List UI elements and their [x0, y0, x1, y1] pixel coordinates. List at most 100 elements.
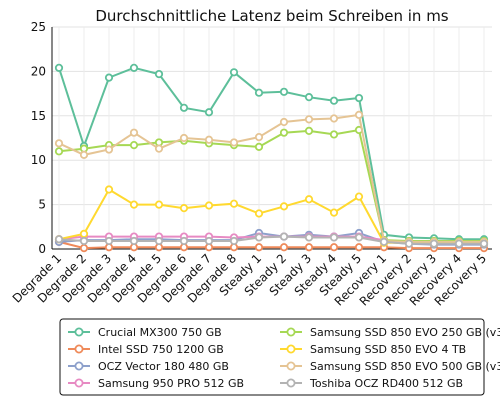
- series-line: [58, 113, 484, 243]
- data-point: [329, 243, 339, 252]
- legend-swatch-marker: [286, 327, 296, 337]
- y-tick-label: 20: [31, 64, 46, 78]
- data-point: [354, 243, 364, 252]
- legend-swatch-marker: [74, 344, 84, 354]
- legend: Crucial MX300 750 GB Intel SSD 750 1200 G…: [59, 318, 500, 396]
- data-point: [304, 243, 314, 252]
- data-point: [279, 243, 289, 252]
- data-point: [129, 128, 139, 137]
- series-line: [58, 66, 484, 241]
- data-point: [229, 138, 239, 147]
- data-point: [279, 87, 289, 96]
- data-point: [254, 133, 264, 142]
- data-point: [54, 139, 64, 148]
- data-point: [454, 239, 464, 248]
- data-point: [479, 239, 489, 248]
- y-tick-label: 10: [31, 153, 46, 167]
- data-point: [79, 150, 89, 159]
- legend-label: Samsung 950 PRO 512 GB: [98, 377, 244, 390]
- data-point: [329, 114, 339, 123]
- legend-box: [59, 318, 485, 396]
- legend-item: Samsung SSD 850 EVO 4 TB: [280, 343, 466, 356]
- data-point: [354, 93, 364, 103]
- data-point: [79, 244, 89, 253]
- legend-label: Intel SSD 750 1200 GB: [98, 343, 224, 356]
- y-tick-label: 5: [38, 198, 46, 212]
- data-point: [179, 204, 189, 213]
- data-point: [304, 115, 314, 124]
- legend-swatch-marker: [74, 361, 84, 371]
- data-point: [204, 236, 214, 246]
- y-tick-label: 0: [38, 242, 46, 256]
- chart-title: Durchschnittliche Latenz beim Schreiben …: [95, 7, 448, 25]
- data-point: [54, 63, 64, 72]
- data-point: [104, 185, 114, 194]
- legend-label: OCZ Vector 180 480 GB: [98, 360, 229, 373]
- data-point: [229, 199, 239, 208]
- series-lines: [54, 63, 489, 253]
- legend-item: Intel SSD 750 1200 GB: [68, 343, 224, 356]
- series-1: [54, 63, 489, 244]
- grid: [52, 26, 492, 250]
- legend-label: Toshiba OCZ RD400 512 GB: [309, 377, 463, 390]
- series-line: [58, 235, 484, 245]
- data-point: [129, 200, 139, 209]
- legend-swatch-marker: [286, 361, 296, 371]
- data-point: [304, 195, 314, 204]
- data-point: [329, 96, 339, 105]
- data-point: [204, 135, 214, 144]
- data-point: [54, 147, 64, 156]
- legend-label: Samsung SSD 850 EVO 4 TB: [310, 343, 466, 356]
- data-point: [79, 236, 89, 246]
- legend-item: OCZ Vector 180 480 GB: [68, 360, 229, 373]
- legend-swatch-marker: [74, 378, 84, 388]
- data-point: [204, 201, 214, 210]
- data-point: [279, 117, 289, 127]
- data-point: [404, 239, 414, 248]
- legend-item: Samsung SSD 850 EVO 500 GB (v3): [280, 360, 500, 373]
- legend-label: Samsung SSD 850 EVO 250 GB (v3): [310, 326, 500, 339]
- data-point: [254, 142, 264, 151]
- data-point: [179, 103, 189, 112]
- legend-swatch-marker: [74, 327, 84, 337]
- data-point: [354, 110, 364, 120]
- series-8: [54, 232, 489, 248]
- data-point: [179, 133, 189, 143]
- data-point: [129, 63, 139, 72]
- data-point: [154, 69, 164, 79]
- data-point: [429, 239, 439, 248]
- legend-item: Toshiba OCZ RD400 512 GB: [280, 377, 463, 390]
- legend-item: Samsung SSD 850 EVO 250 GB (v3): [280, 326, 500, 339]
- data-point: [204, 108, 214, 117]
- legend-swatch-marker: [286, 378, 296, 388]
- data-point: [304, 126, 314, 135]
- data-point: [129, 141, 139, 150]
- data-point: [279, 232, 289, 241]
- data-point: [279, 202, 289, 211]
- series-line: [58, 240, 484, 250]
- data-point: [379, 237, 389, 246]
- data-point: [179, 236, 189, 246]
- data-point: [154, 200, 164, 209]
- data-point: [254, 243, 264, 252]
- data-point: [104, 236, 114, 246]
- legend-label: Crucial MX300 750 GB: [98, 326, 222, 339]
- data-point: [354, 192, 364, 201]
- data-point: [54, 235, 64, 244]
- series-5: [54, 125, 489, 246]
- data-point: [104, 73, 114, 82]
- data-point: [254, 233, 264, 242]
- legend-swatch-marker: [286, 344, 296, 354]
- data-point: [254, 209, 264, 218]
- data-point: [329, 130, 339, 139]
- y-tick-label: 25: [31, 20, 46, 34]
- data-point: [329, 233, 339, 242]
- legend-label: Samsung SSD 850 EVO 500 GB (v3): [310, 360, 500, 373]
- data-point: [304, 233, 314, 242]
- data-point: [129, 236, 139, 246]
- data-point: [79, 229, 89, 239]
- data-point: [154, 144, 164, 153]
- data-point: [304, 93, 314, 102]
- data-point: [104, 145, 114, 154]
